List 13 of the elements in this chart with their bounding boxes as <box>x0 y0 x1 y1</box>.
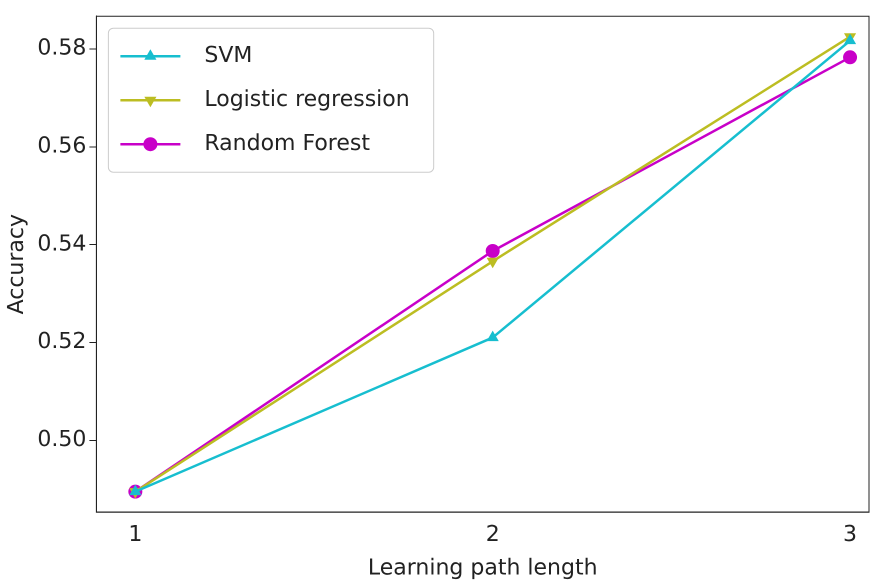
y-tick-label: 0.52 <box>37 329 86 354</box>
y-tick-label: 0.54 <box>37 231 86 256</box>
x-tick-label: 2 <box>486 522 500 548</box>
legend-label: SVM <box>204 42 252 68</box>
x-tick-label: 1 <box>128 522 142 548</box>
legend-label: Logistic regression <box>204 86 410 112</box>
y-axis-title: Accuracy <box>4 214 29 314</box>
y-tick-label: 0.56 <box>37 134 86 159</box>
x-axis-title: Learning path length <box>368 556 598 581</box>
y-tick-label: 0.50 <box>37 427 86 452</box>
y-tick-label: 0.58 <box>37 36 86 61</box>
x-tick-label: 3 <box>843 522 858 548</box>
legend-label: Random Forest <box>204 130 370 156</box>
